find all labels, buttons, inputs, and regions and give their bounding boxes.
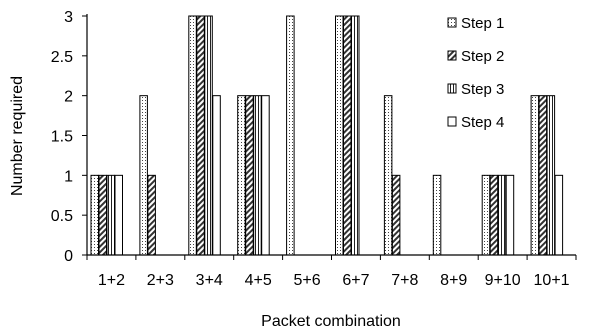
x-tick-label: 3+4 [196,272,223,289]
bar [212,95,221,256]
bar [204,15,213,256]
legend-label: Step 3 [461,81,504,98]
y-tick-label: 0 [64,248,73,265]
bar [139,95,148,256]
bar [554,174,564,256]
bar [481,174,491,256]
x-tick-label: 7+8 [391,272,418,289]
bar [188,15,197,256]
legend-swatch [447,17,457,28]
legend-swatch [447,50,457,61]
bar [391,174,401,256]
bar [114,174,123,256]
x-tick-label: 5+6 [293,272,320,289]
x-tick-label: 2+3 [147,272,174,289]
legend-label: Step 2 [461,48,504,65]
bar [147,174,156,256]
x-axis-title: Packet combination [261,313,401,330]
bar [106,174,115,256]
x-tick-label: 6+7 [342,272,369,289]
bar [98,174,107,256]
bar [432,174,442,256]
bar [253,95,262,256]
y-tick-label: 1.5 [51,129,73,146]
y-tick-label: 1 [64,168,73,185]
bar [497,174,507,256]
bar [196,15,205,256]
bar [286,15,295,256]
bar [351,15,360,256]
bar [343,15,352,256]
x-axis-ticks: 1+2 2+3 3+4 4+5 5+6 6+7 7+8 8+9 9+10 10+1 [86,255,577,289]
x-tick-label: 9+10 [485,272,521,289]
bar [335,15,344,256]
bar [546,95,556,256]
bar [538,95,548,256]
bar [245,95,254,256]
y-axis-ticks: 0 0.5 1 1.5 2 2.5 3 [51,9,87,265]
legend-label: Step 1 [461,15,504,32]
y-tick-label: 2 [64,89,73,106]
y-tick-label: 2.5 [51,49,73,66]
y-axis-title: Number required [9,76,26,196]
bars [90,15,564,256]
bar [383,95,393,256]
bar [505,174,515,256]
bar [489,174,499,256]
x-tick-label: 4+5 [245,272,272,289]
y-tick-label: 3 [64,9,73,26]
x-tick-label: 10+1 [534,272,570,289]
bar [261,95,270,256]
x-tick-label: 1+2 [98,272,125,289]
legend: Step 1 Step 2 Step 3 Step 4 [447,15,504,131]
x-tick-label: 8+9 [440,272,467,289]
legend-swatch [447,116,457,127]
bar [237,95,246,256]
y-tick-label: 0.5 [51,208,73,225]
legend-swatch [447,83,457,94]
bar [90,174,99,256]
bar [530,95,540,256]
legend-label: Step 4 [461,114,504,131]
